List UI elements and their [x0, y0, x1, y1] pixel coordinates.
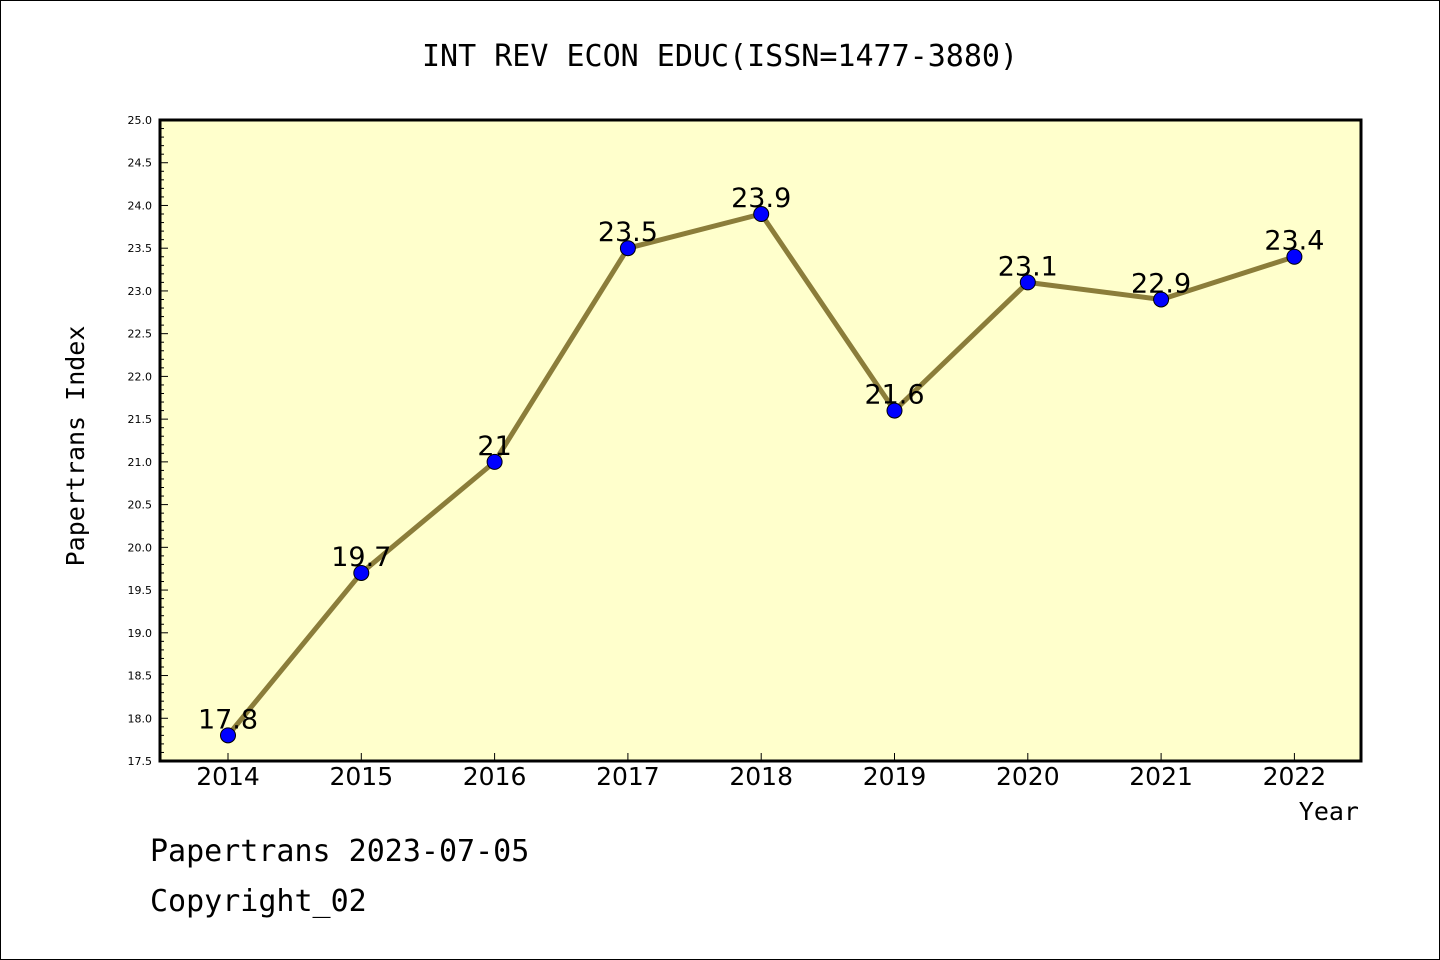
y-tick-label: 24.0: [128, 199, 153, 212]
y-tick-label: 19.0: [128, 627, 153, 640]
y-tick-label: 20.0: [128, 541, 153, 554]
plot-area: [158, 118, 1363, 763]
footer-copyright: Copyright_02: [150, 884, 367, 919]
data-label: 23.9: [731, 183, 791, 214]
data-point: [1019, 274, 1036, 291]
data-point: [886, 402, 903, 419]
data-point: [1153, 291, 1170, 308]
data-label: 22.9: [1131, 268, 1191, 299]
data-label: 17.8: [198, 704, 258, 735]
y-tick-label: 21.0: [128, 456, 153, 469]
data-label: 21.6: [864, 380, 924, 411]
data-point: [220, 727, 236, 744]
x-tick-label: 2014: [196, 762, 260, 791]
y-tick-label: 21.5: [128, 413, 153, 426]
y-tick-label: 25.0: [128, 114, 153, 127]
data-label: 23.5: [598, 217, 658, 248]
y-tick-label: 23.5: [128, 242, 153, 255]
y-tick-label: 18.5: [128, 670, 153, 683]
x-tick-label: 2017: [596, 762, 660, 791]
x-tick-label: 2016: [463, 762, 527, 791]
footer-date: Papertrans 2023-07-05: [150, 834, 530, 869]
data-point: [619, 240, 636, 257]
x-tick-label: 2019: [863, 762, 927, 791]
y-tick-label: 22.5: [128, 328, 153, 341]
x-axis: 2014 2015 2016 2017 2018 2019 2020 2021 2022: [196, 753, 1326, 791]
data-label: 19.7: [331, 542, 391, 573]
chart-title: INT REV ECON EDUC(ISSN=1477-3880): [422, 39, 1018, 74]
y-tick-label: 24.5: [128, 157, 153, 170]
y-tick-label: 19.5: [128, 584, 153, 597]
data-label: 23.4: [1264, 226, 1324, 257]
x-tick-label: 2022: [1263, 762, 1327, 791]
data-point: [1286, 248, 1303, 265]
x-tick-label: 2018: [729, 762, 793, 791]
x-tick-label: 2021: [1129, 762, 1193, 791]
y-tick-label: 22.0: [128, 370, 153, 383]
y-axis-label: Papertrans Index: [61, 326, 90, 567]
y-axis: 17.5 18.0 18.5 19.0 19.5 20.0 20.5 21.0 21.5 22.0…: [128, 114, 168, 768]
x-axis-label: Year: [1299, 797, 1359, 826]
x-tick-label: 2015: [329, 762, 393, 791]
y-tick-label: 23.0: [128, 285, 153, 298]
data-label: 23.1: [998, 251, 1058, 282]
y-tick-label: 18.0: [128, 712, 153, 725]
y-tick-label: 20.5: [128, 499, 153, 512]
data-point: [753, 206, 770, 223]
data-label: 21: [477, 431, 511, 462]
data-point: [353, 564, 370, 581]
y-tick-label: 17.5: [128, 755, 153, 768]
series-layer: 17.8 19.7 21 23.5 23.9 21.6 23.1 22.9 23.4: [198, 183, 1324, 744]
x-tick-label: 2020: [996, 762, 1060, 791]
data-point: [486, 453, 503, 470]
